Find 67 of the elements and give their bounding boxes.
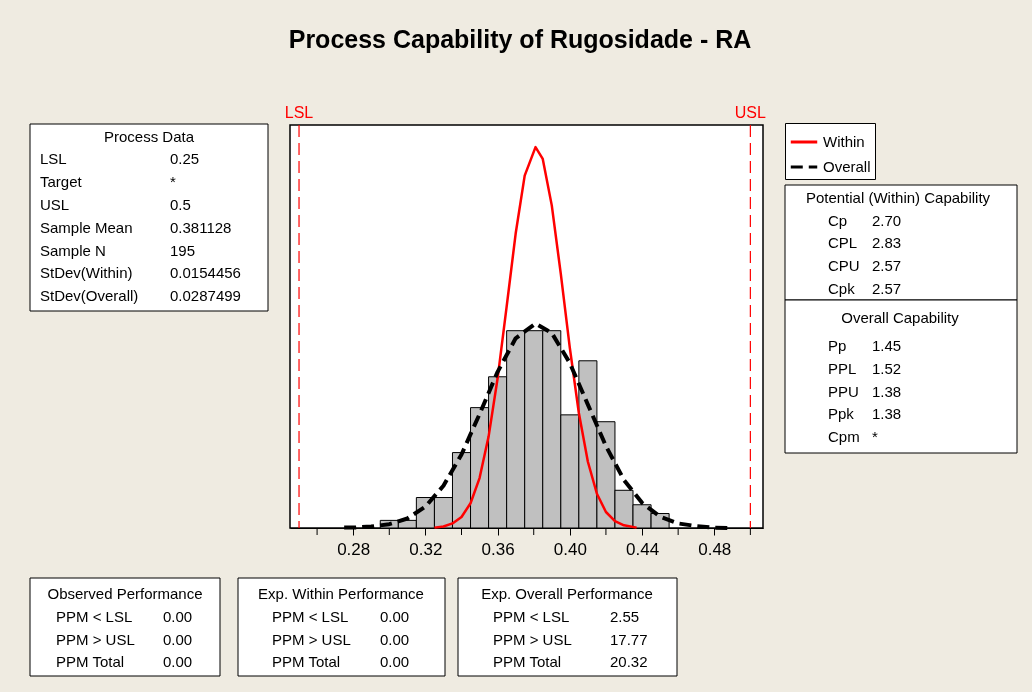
text: 1.45 xyxy=(872,337,902,354)
text: * xyxy=(170,173,176,190)
text: Exp. Overall Performance xyxy=(481,585,653,602)
text: Potential (Within) Capability xyxy=(805,189,991,206)
text: 0.5 xyxy=(170,196,191,213)
text: * xyxy=(872,428,878,445)
text: PPM < LSL xyxy=(493,608,570,625)
text: 0.0154456 xyxy=(170,264,241,281)
text: CPU xyxy=(828,257,860,274)
text: 0.00 xyxy=(380,608,410,625)
text: 0.00 xyxy=(380,653,410,670)
text: PPM < LSL xyxy=(56,608,133,625)
text: PPM > USL xyxy=(56,631,135,648)
text: Observed Performance xyxy=(47,585,203,602)
text: 20.32 xyxy=(610,653,648,670)
text: 195 xyxy=(170,242,196,259)
text: PPM > USL xyxy=(272,631,351,648)
legend-label: Overall xyxy=(823,158,871,175)
text: PPM Total xyxy=(272,653,341,670)
text: Overall Capability xyxy=(841,309,960,326)
text: 0.00 xyxy=(163,653,193,670)
text: PPM < LSL xyxy=(272,608,349,625)
chart-title: Process Capability of Rugosidade - RA xyxy=(288,25,752,53)
text: USL xyxy=(40,196,70,213)
text: 1.38 xyxy=(872,383,902,400)
ref-line-label: LSL xyxy=(284,104,314,121)
text: 2.70 xyxy=(872,212,902,229)
text: PPM Total xyxy=(493,653,562,670)
text: 2.83 xyxy=(872,234,902,251)
text: 0.381128 xyxy=(170,219,232,236)
text: 2.55 xyxy=(610,608,640,625)
text: StDev(Overall) xyxy=(40,287,139,304)
text: PPM Total xyxy=(56,653,125,670)
text: Cp xyxy=(828,212,848,229)
text: Ppk xyxy=(828,405,855,422)
text: 0.0287499 xyxy=(170,287,241,304)
ref-line-label: USL xyxy=(734,104,767,121)
text: PPU xyxy=(828,383,859,400)
text: 0.25 xyxy=(170,150,200,167)
text: PPL xyxy=(828,360,857,377)
text: CPL xyxy=(828,234,858,251)
x-tick-label: 0.28 xyxy=(337,539,371,559)
text: LSL xyxy=(40,150,67,167)
x-tick-label: 0.40 xyxy=(553,539,587,559)
text: StDev(Within) xyxy=(40,264,133,281)
text: PPM > USL xyxy=(493,631,572,648)
text: 17.77 xyxy=(610,631,648,648)
x-tick-label: 0.44 xyxy=(626,539,660,559)
text: Cpk xyxy=(828,280,856,297)
text: Process Data xyxy=(103,128,195,145)
text: Sample N xyxy=(40,242,106,259)
text: 1.52 xyxy=(872,360,902,377)
text: 1.38 xyxy=(872,405,902,422)
text: 0.00 xyxy=(163,608,193,625)
text: Cpm xyxy=(828,428,860,445)
x-tick-label: 0.36 xyxy=(481,539,515,559)
legend-label: Within xyxy=(823,133,865,150)
text: Exp. Within Performance xyxy=(258,585,424,602)
text: 2.57 xyxy=(872,257,902,274)
text: Sample Mean xyxy=(40,219,133,236)
text: 2.57 xyxy=(872,280,902,297)
text: 0.00 xyxy=(380,631,410,648)
text: 0.00 xyxy=(163,631,193,648)
x-tick-label: 0.48 xyxy=(698,539,732,559)
x-tick-label: 0.32 xyxy=(409,539,443,559)
text: Pp xyxy=(828,337,847,354)
text: Target xyxy=(40,173,83,190)
